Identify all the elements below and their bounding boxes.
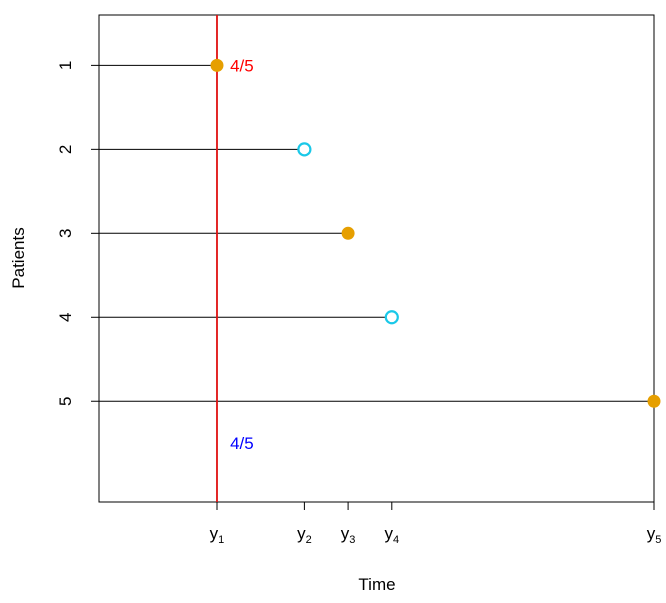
y-tick-label-4: 4 [56, 313, 75, 322]
annotations: 4/5 4/5 [230, 56, 254, 453]
patient-segments [99, 64, 654, 402]
x-tick-label-5: y5 [647, 524, 662, 546]
patient-5-event-point [647, 394, 661, 408]
patient-3-event-point [341, 226, 355, 240]
plot-frame [98, 14, 655, 503]
y-tick-label-5: 5 [56, 397, 75, 406]
annotation-1: 4/5 [230, 56, 254, 75]
patient-2-censored-point [297, 142, 312, 157]
y-axis: 1 2 3 4 5 [56, 61, 99, 406]
patient-1-event-point [210, 58, 224, 72]
y-tick-label-2: 2 [56, 145, 75, 154]
x-tick-label-4: y4 [384, 524, 399, 546]
x-tick-label-2: y2 [297, 524, 312, 546]
x-tick-label-3: y3 [341, 524, 356, 546]
y-axis-label: Patients [9, 227, 28, 288]
annotation-2: 4/5 [230, 434, 254, 453]
x-tick-label-1: y1 [210, 524, 225, 546]
patient-points [210, 58, 661, 408]
patient-4-censored-point [384, 310, 399, 325]
y-tick-label-3: 3 [56, 229, 75, 238]
x-axis-label: Time [358, 575, 395, 594]
x-axis: y1 y2 y3 y4 y5 [210, 502, 662, 546]
y-tick-label-1: 1 [56, 61, 75, 70]
